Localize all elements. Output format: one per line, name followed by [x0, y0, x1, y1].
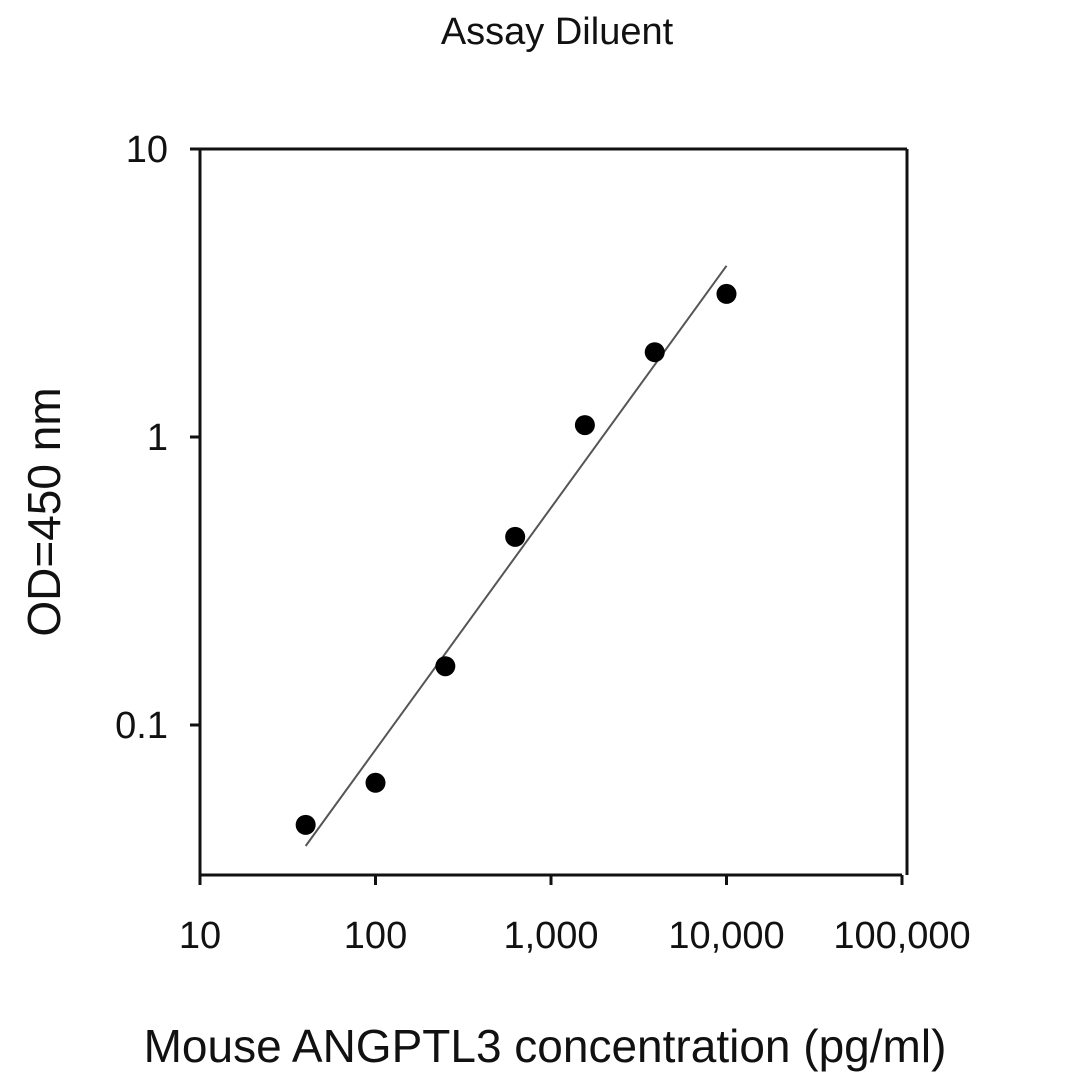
data-point	[295, 814, 316, 835]
x-axis-label: Mouse ANGPTL3 concentration (pg/ml)	[144, 1020, 947, 1072]
x-tick-label: 10,000	[668, 915, 784, 957]
data-point	[365, 772, 386, 793]
fit-line	[304, 265, 728, 847]
x-tick-label: 10	[179, 915, 221, 957]
data-point	[505, 526, 526, 547]
plot-frame	[198, 147, 909, 877]
regression-line	[304, 265, 728, 847]
y-tick-label: 1	[147, 417, 168, 459]
x-axis-ticks: 10 100 1,000 10,000 100,000	[179, 875, 971, 957]
y-tick-label: 10	[126, 129, 168, 171]
y-tick-label: 0.1	[115, 705, 168, 747]
data-point	[574, 415, 595, 436]
x-tick-label: 1,000	[503, 915, 598, 957]
x-tick-label: 100,000	[833, 915, 970, 957]
y-axis-ticks: 0.1 1 10	[115, 129, 200, 747]
y-axis-label: OD=450 nm	[18, 387, 70, 636]
data-points	[295, 283, 737, 835]
chart-title: Assay Diluent	[441, 11, 674, 53]
data-point	[644, 342, 665, 363]
x-tick-label: 100	[344, 915, 407, 957]
data-point	[716, 283, 737, 304]
data-point	[435, 656, 456, 677]
